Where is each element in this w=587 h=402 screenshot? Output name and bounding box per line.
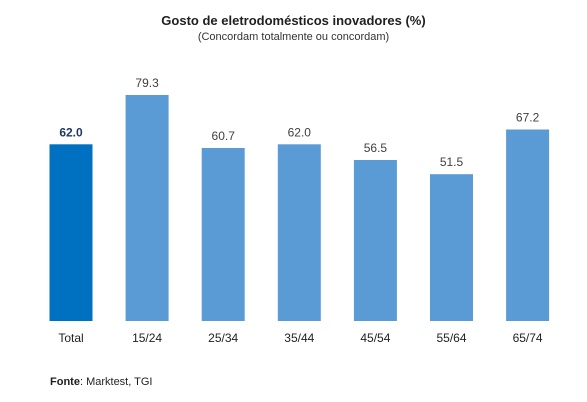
data-label-Total: 62.0 [59,125,83,139]
bar-Total [49,144,93,321]
chart-title: Gosto de eletrodomésticos inovadores (%) [161,13,426,28]
source-note: Fonte: Marktest, TGI [50,376,152,388]
data-label-25/34: 60.7 [212,129,236,143]
data-label-55/64: 51.5 [440,155,464,169]
source-text: : Marktest, TGI [79,376,153,388]
x-tick-label-25/34: 25/34 [208,331,238,345]
x-tick-label-Total: Total [58,331,83,345]
bar-45/54 [353,160,397,321]
chart-subtitle: (Concordam totalmente ou concordam) [197,31,390,43]
x-tick-label-15/24: 15/24 [132,331,162,345]
bar-35/44 [277,144,321,321]
bar-15/24 [125,95,169,321]
x-tick-label-65/74: 65/74 [513,331,543,345]
data-label-45/54: 56.5 [364,141,388,155]
bar-65/74 [506,129,550,321]
data-label-15/24: 79.3 [135,76,159,90]
x-tick-label-45/54: 45/54 [360,331,390,345]
source-label: Fonte [50,376,80,388]
bar-55/64 [430,174,473,321]
x-tick-label-55/64: 55/64 [436,331,466,345]
data-label-65/74: 67.2 [516,111,540,125]
x-tick-label-35/44: 35/44 [284,331,314,345]
bar-25/34 [201,148,245,321]
data-label-35/44: 62.0 [288,125,312,139]
